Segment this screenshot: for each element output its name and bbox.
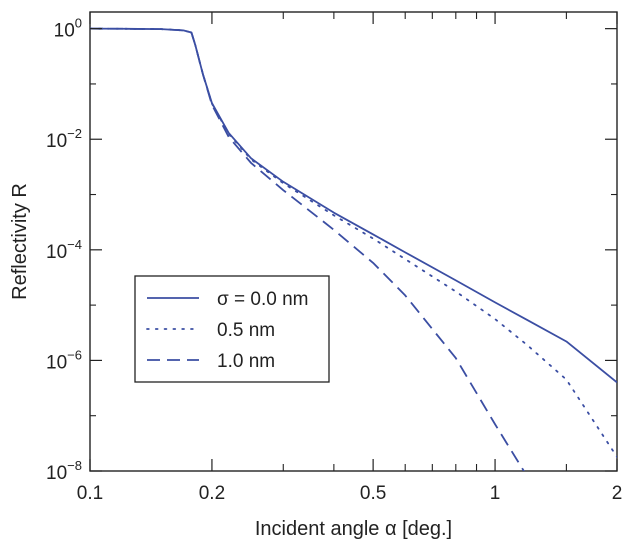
series-line-3 (90, 27, 569, 471)
legend-label-2: 0.5 nm (217, 320, 275, 341)
y-tick-label: 100 (54, 16, 82, 42)
y-tick-label: 10−8 (46, 458, 82, 484)
legend: σ = 0.0 nm 0.5 nm 1.0 nm (134, 275, 330, 383)
y-tick-label: 10−4 (46, 237, 82, 263)
axis-tick-labels: 0.1 0.2 0.5 1 2 100 10−2 10−4 10−6 10−8 (46, 16, 622, 504)
legend-box (134, 275, 330, 383)
x-axis-label: Incident angle α [deg.] (255, 518, 452, 540)
y-tick-label: 10−6 (46, 347, 82, 373)
y-axis-label: Reflectivity R (9, 183, 31, 300)
legend-label-3: 1.0 nm (217, 351, 275, 372)
x-tick-label: 0.2 (199, 483, 225, 504)
y-tick-label: 10−2 (46, 126, 82, 152)
x-tick-label: 0.5 (360, 483, 386, 504)
plot-frame (89, 11, 618, 472)
x-tick-label: 2 (612, 483, 623, 504)
legend-label-1: σ = 0.0 nm (217, 289, 308, 310)
series-line-2 (90, 27, 617, 458)
x-tick-label: 0.1 (77, 483, 103, 504)
x-tick-label: 1 (490, 483, 501, 504)
axis-ticks (89, 12, 618, 472)
series-layer (90, 27, 617, 471)
series-line-1 (90, 27, 617, 384)
